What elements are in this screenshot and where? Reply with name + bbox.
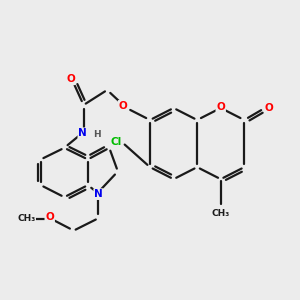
- Text: O: O: [216, 102, 225, 112]
- Text: N: N: [94, 189, 103, 199]
- Text: CH₃: CH₃: [17, 214, 35, 223]
- Text: O: O: [118, 101, 127, 111]
- Text: O: O: [45, 212, 54, 222]
- Text: O: O: [66, 74, 75, 84]
- Text: O: O: [265, 103, 274, 113]
- Text: Cl: Cl: [111, 137, 122, 147]
- Text: N: N: [78, 128, 87, 138]
- Text: CH₃: CH₃: [212, 208, 230, 217]
- Text: H: H: [94, 130, 101, 139]
